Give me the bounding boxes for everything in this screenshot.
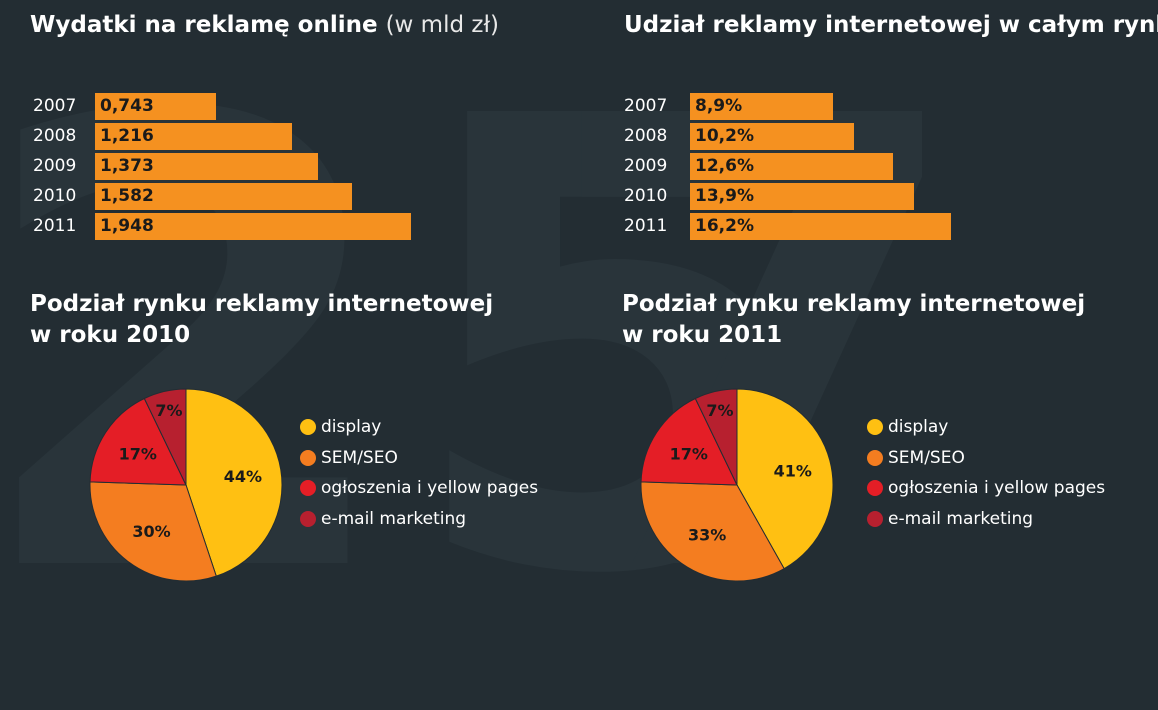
legend-label: e-mail marketing [888,508,1034,529]
legend-label: SEM/SEO [321,447,398,468]
bar-value-label: 1,948 [100,216,154,236]
legend-swatch [300,419,316,435]
year-label: 2010 [33,186,77,206]
pie-value-label: 7% [155,401,182,420]
pie-slice-og-oszenia-i-yellow-pages [89,397,187,486]
bar-value-label: 1,373 [100,156,154,176]
legend-label: display [321,417,382,437]
bar-row: 2007 8,9% [624,93,1154,120]
pie-value-label: 30% [132,522,170,541]
bar: 1,216 [95,123,292,150]
bar-value-label: 10,2% [695,126,754,146]
legend-swatch [300,510,316,527]
bar-row: 2011 1,948 [33,213,593,240]
bar: 16,2% [690,213,951,240]
bar-value-label: 1,582 [100,186,154,206]
pie-value-label: 41% [774,461,812,480]
bar-value-label: 13,9% [695,186,754,206]
pie-slice-display [736,388,834,570]
pie-title-2010-line2: w roku 2010 [30,322,191,349]
legend-2010: display SEM/SEO ogłoszenia i yellow pages e… [300,416,560,536]
legend-swatch [867,419,883,435]
year-label: 2009 [624,156,668,176]
bar-value-label: 16,2% [695,216,754,236]
pie-value-label: 17% [119,445,157,464]
bar-value-label: 0,743 [100,96,154,116]
pie-title-2010: Podział rynku reklamy internetowej w rok… [30,289,493,351]
bar-row: 2009 1,373 [33,153,593,180]
pie-title-2011: Podział rynku reklamy internetowej w rok… [622,289,1085,351]
bar-row: 2009 12,6% [624,153,1154,180]
bar-value-label: 8,9% [695,96,743,116]
bar-chart-spending: 2007 0,743 2008 1,216 2009 1,373 2010 1,582 2011… [33,93,593,243]
bar: 1,582 [95,183,352,210]
pie-value-label: 7% [706,401,733,420]
pie-slice-e-mail-marketing [143,388,187,486]
bar-row: 2008 10,2% [624,123,1154,150]
year-label: 2007 [624,96,668,116]
chart-title-share: Udział reklamy internetowej w całym rynk… [624,12,1158,38]
pie-slice-display [185,388,283,577]
bar: 10,2% [690,123,854,150]
legend-label: ogłoszenia i yellow pages [321,478,539,498]
year-label: 2009 [33,156,77,176]
bar: 12,6% [690,153,893,180]
bar-row: 2010 1,582 [33,183,593,210]
pie-chart-2011: 41% 33% 17% 7% [640,388,834,582]
year-label: 2010 [624,186,668,206]
bar: 1,948 [95,213,411,240]
pie-title-2011-line2: w roku 2011 [622,322,783,349]
legend-label: SEM/SEO [888,447,965,468]
chart-title-spending: Wydatki na reklamę online (w mld zł) [30,10,499,41]
bar-row: 2011 16,2% [624,213,1154,240]
bar: 1,373 [95,153,318,180]
pie-value-label: 44% [224,467,262,486]
legend-swatch [867,510,883,527]
pie-slice-og-oszenia-i-yellow-pages [640,397,738,486]
year-label: 2007 [33,96,77,116]
bar-row: 2010 13,9% [624,183,1154,210]
legend-swatch [867,449,883,466]
pie-title-2011-line1: Podział rynku reklamy internetowej [622,291,1086,317]
bar: 13,9% [690,183,914,210]
bar-chart-share: 2007 8,9% 2008 10,2% 2009 12,6% 2010 13,9% 2011 1… [624,93,1154,243]
pie-title-2010-line1: Podział rynku reklamy internetowej [30,291,494,317]
bar: 8,9% [690,93,833,120]
pie-slice-sem-seo [640,481,785,582]
legend-label: e-mail marketing [321,508,467,529]
legend-2011: display SEM/SEO ogłoszenia i yellow pages e… [867,416,1127,536]
legend-label: ogłoszenia i yellow pages [888,478,1106,498]
pie-value-label: 17% [670,445,708,464]
bar-row: 2008 1,216 [33,123,593,150]
pie-slice-e-mail-marketing [694,388,738,486]
pie-slice-sem-seo [89,481,217,582]
year-label: 2008 [33,126,77,146]
legend-swatch [300,449,316,466]
legend-swatch [300,480,316,496]
legend-label: display [888,417,949,437]
pie-value-label: 33% [688,525,726,544]
legend-swatch [867,480,883,496]
pie-chart-2010: 44% 30% 17% 7% [89,388,283,582]
bar-value-label: 1,216 [100,126,154,146]
chart-title-spending-unit: (w mld zł) [385,12,499,38]
year-label: 2011 [624,216,668,236]
chart-title-spending-main: Wydatki na reklamę online [30,12,378,38]
bar-value-label: 12,6% [695,156,754,176]
bar: 0,743 [95,93,216,120]
year-label: 2008 [624,126,668,146]
year-label: 2011 [33,216,77,236]
bar-row: 2007 0,743 [33,93,593,120]
